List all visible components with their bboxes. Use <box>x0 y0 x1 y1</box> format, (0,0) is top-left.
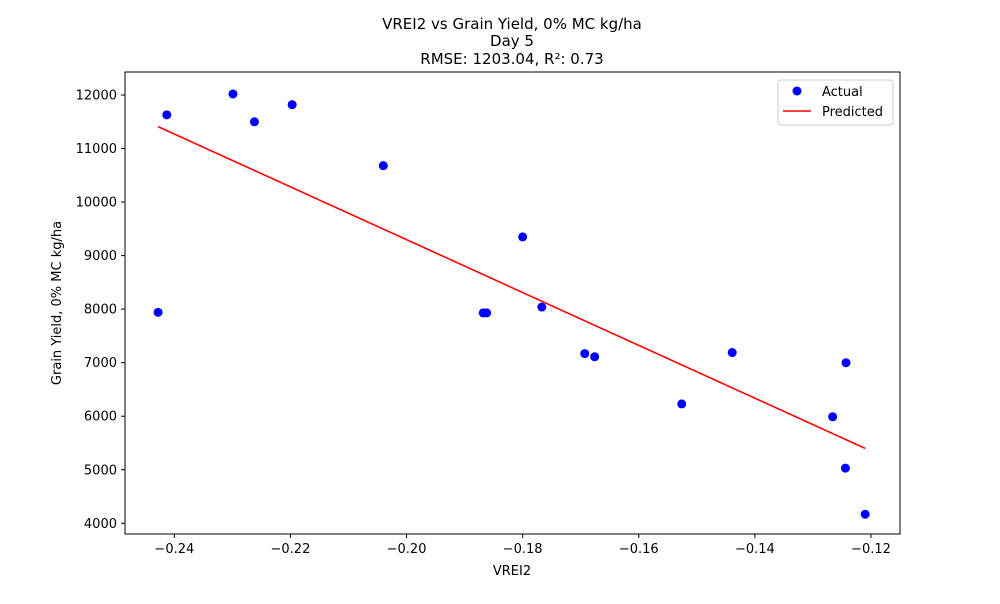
x-tick-label: −0.24 <box>154 542 194 557</box>
predicted-line <box>157 125 866 450</box>
y-tick-label: 5000 <box>84 463 117 478</box>
actual-point <box>580 349 590 359</box>
x-tick-label: −0.18 <box>503 542 543 557</box>
legend: Actual Predicted <box>777 79 894 126</box>
x-tick-label: −0.22 <box>271 542 311 557</box>
x-tick-label: −0.12 <box>851 542 891 557</box>
actual-point <box>378 161 388 171</box>
plot-frame <box>124 71 901 535</box>
chart-title: VREI2 vs Grain Yield, 0% MC kg/ha Day 5 … <box>382 15 642 68</box>
actual-point <box>287 100 297 110</box>
actual-point <box>677 399 687 409</box>
actual-point <box>153 307 163 317</box>
legend-actual-label: Actual <box>822 85 863 100</box>
y-tick-label: 4000 <box>84 517 117 532</box>
x-axis-label: VREI2 <box>493 564 531 579</box>
actual-point <box>590 352 600 362</box>
title-line-2: Day 5 <box>490 32 534 50</box>
actual-point <box>727 348 737 358</box>
actual-point <box>840 463 850 473</box>
actual-point <box>841 358 851 368</box>
y-tick-label: 10000 <box>76 196 117 211</box>
legend-box <box>777 79 894 126</box>
actual-point <box>162 110 172 120</box>
legend-predicted-label: Predicted <box>822 105 883 120</box>
y-tick-label: 12000 <box>76 89 117 104</box>
actual-point <box>860 509 870 519</box>
x-tick-label: −0.16 <box>619 542 659 557</box>
y-tick-label: 7000 <box>84 356 117 371</box>
plot-area <box>153 89 870 519</box>
x-tick-label: −0.14 <box>735 542 775 557</box>
y-tick-label: 8000 <box>84 303 117 318</box>
legend-actual-marker <box>792 86 802 96</box>
actual-point <box>537 302 547 312</box>
actual-point <box>828 412 838 422</box>
title-line-3: RMSE: 1203.04, R²: 0.73 <box>420 50 603 68</box>
actual-point <box>228 89 238 99</box>
y-tick-label: 11000 <box>76 142 117 157</box>
actual-point <box>518 232 528 242</box>
y-tick-label: 9000 <box>84 249 117 264</box>
y-axis-label: Grain Yield, 0% MC kg/ha <box>50 221 65 385</box>
title-line-1: VREI2 vs Grain Yield, 0% MC kg/ha <box>382 15 642 33</box>
axes: −0.24 −0.22 −0.20 −0.18 −0.16 −0.14 −0.12 4000 5… <box>76 71 901 557</box>
y-tick-label: 6000 <box>84 410 117 425</box>
x-tick-label: −0.20 <box>387 542 427 557</box>
actual-point <box>249 117 259 127</box>
actual-point <box>482 308 492 318</box>
